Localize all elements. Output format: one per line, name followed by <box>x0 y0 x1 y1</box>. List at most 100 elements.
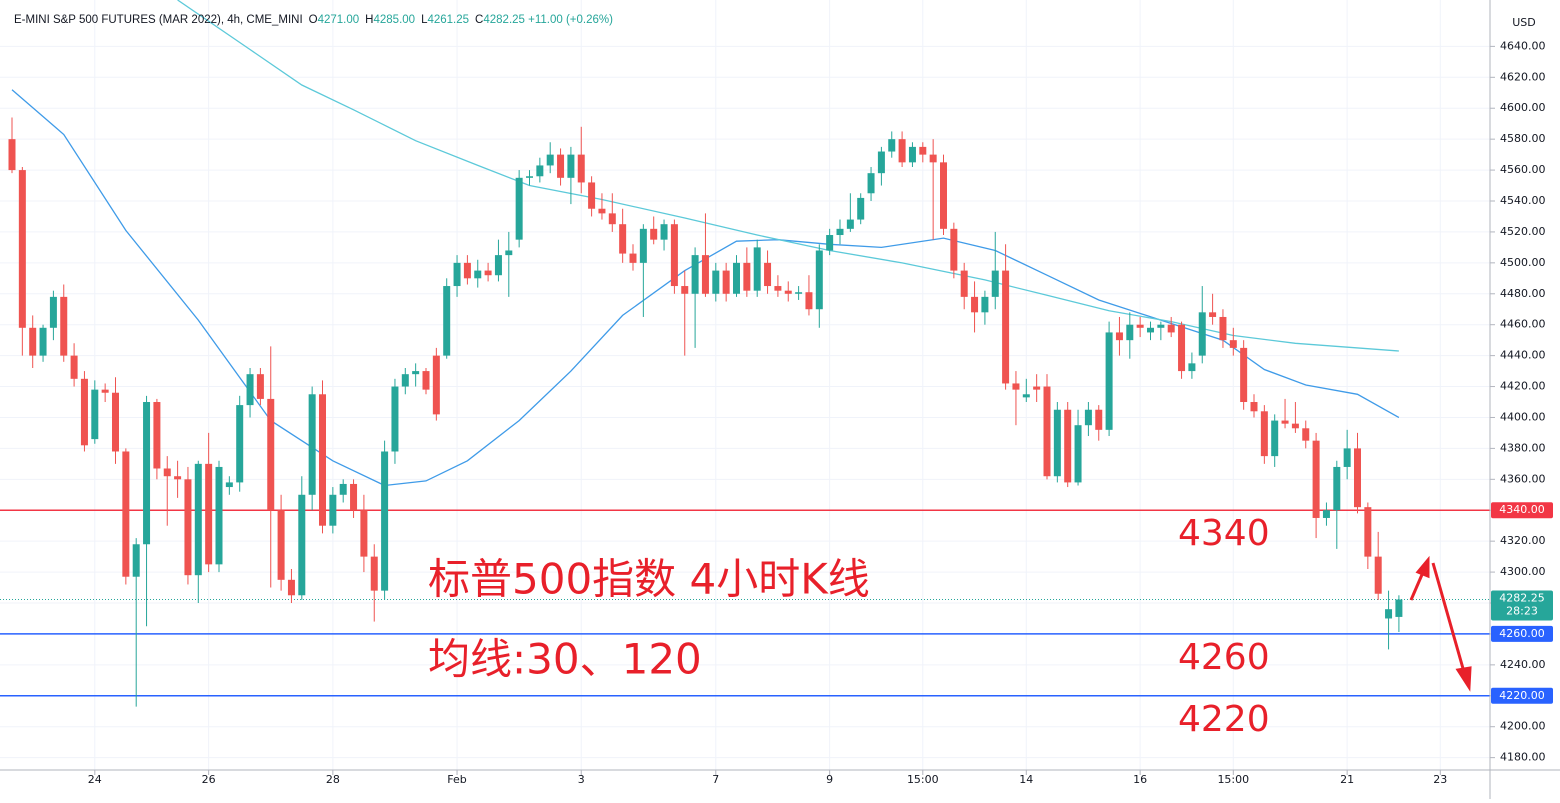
x-tick-label: Feb <box>447 773 466 786</box>
candle-body <box>1322 510 1330 518</box>
candle-body <box>784 290 792 294</box>
candle-body <box>815 250 823 310</box>
candle-body <box>908 146 916 163</box>
x-tick-label: 7 <box>712 773 719 786</box>
candle-body <box>1385 609 1393 619</box>
candle-body <box>18 170 26 328</box>
candle-body <box>753 247 761 291</box>
candle-body <box>1333 466 1341 511</box>
candle-body <box>80 378 88 446</box>
candle-body <box>877 151 885 174</box>
ohlc-key: L <box>421 14 428 26</box>
candle-body <box>950 228 958 271</box>
y-tick-label: 4380.00 <box>1500 441 1546 454</box>
y-tick-label: 4400.00 <box>1500 410 1546 423</box>
candle-body <box>557 154 565 178</box>
ohlc-value: 4261.25 <box>427 14 470 26</box>
candle-body <box>443 286 451 356</box>
y-tick-label: 4440.00 <box>1500 349 1546 362</box>
candle-body <box>205 463 213 565</box>
candle-body <box>1147 327 1154 333</box>
x-tick-label: 26 <box>202 773 216 786</box>
y-tick-label: 4240.00 <box>1500 658 1546 671</box>
candle-body <box>1167 324 1175 333</box>
candle-body <box>888 139 896 152</box>
candle-body <box>1043 386 1051 477</box>
ohlc-key: H <box>365 14 374 26</box>
level-label: 4220.00 <box>1499 689 1545 702</box>
y-tick-label: 4600.00 <box>1500 101 1546 114</box>
countdown-label: 28:23 <box>1506 605 1538 618</box>
candle-body <box>774 286 782 291</box>
candle-body <box>308 394 316 495</box>
candle-body <box>733 262 740 294</box>
level-annotation: 4340 <box>1178 513 1270 554</box>
level-label: 4340.00 <box>1499 503 1545 516</box>
candle-body <box>629 253 637 263</box>
candle-body <box>360 510 368 557</box>
y-tick-label: 4500.00 <box>1500 256 1546 269</box>
change: +11.00 (+0.26%) <box>528 14 613 26</box>
y-tick-label: 4540.00 <box>1500 194 1546 207</box>
candle-body <box>598 208 606 214</box>
candle-body <box>1126 324 1134 341</box>
x-tick-label: 14 <box>1019 773 1033 786</box>
level-label-box <box>1491 502 1553 519</box>
candle-body <box>484 270 492 276</box>
candle-body <box>350 483 358 511</box>
x-tick-label: 24 <box>88 773 102 786</box>
candle-body <box>1178 324 1186 372</box>
candle-body <box>1033 386 1041 390</box>
ohlc-key: O <box>308 14 318 26</box>
y-tick-label: 4620.00 <box>1500 70 1546 83</box>
x-tick-label: 16 <box>1133 773 1147 786</box>
symbol: E-MINI S&P 500 FUTURES (MAR 2022), 4h, C… <box>14 14 303 26</box>
candle-body <box>287 579 295 596</box>
candle-body <box>764 262 772 287</box>
candle-body <box>515 177 523 240</box>
x-tick-label: 3 <box>578 773 585 786</box>
axes: 4180.004200.004220.004240.004260.004280.… <box>88 39 1553 786</box>
candle-body <box>494 255 502 276</box>
candle-body <box>1364 507 1372 557</box>
candle-body <box>981 296 989 313</box>
candle-body <box>1312 440 1320 518</box>
candle-body <box>370 556 378 591</box>
candle-body <box>588 182 596 209</box>
candle-body <box>174 476 182 480</box>
candle-body <box>422 371 430 390</box>
candle-body <box>463 262 471 279</box>
candle-body <box>49 296 57 328</box>
candle-body <box>319 394 326 526</box>
candle-body <box>60 296 68 356</box>
candle-body <box>681 286 689 294</box>
candle-body <box>960 270 968 297</box>
candle-body <box>8 139 16 171</box>
currency-label: USD <box>1512 16 1536 29</box>
candle-body <box>1074 425 1082 483</box>
y-tick-label: 4480.00 <box>1500 287 1546 300</box>
y-tick-label: 4560.00 <box>1500 163 1546 176</box>
y-tick-label: 4300.00 <box>1500 565 1546 578</box>
candle-body <box>329 494 337 526</box>
candle-body <box>101 389 109 393</box>
candle-body <box>670 224 678 287</box>
candle-body <box>691 255 699 294</box>
candle-body <box>1260 411 1268 457</box>
candle-body <box>1012 383 1020 390</box>
candle-body <box>940 162 947 229</box>
y-tick-label: 4640.00 <box>1500 39 1546 52</box>
candle-body <box>867 173 875 194</box>
candle-body <box>277 510 285 580</box>
y-tick-label: 4520.00 <box>1500 225 1546 238</box>
arrow-down <box>1431 562 1466 673</box>
y-tick-label: 4580.00 <box>1500 132 1546 145</box>
level-label-box <box>1491 625 1553 642</box>
candle-body <box>132 544 140 577</box>
x-tick-label: 9 <box>826 773 833 786</box>
level-annotation: 4220 <box>1178 699 1270 740</box>
candle-body <box>112 392 119 452</box>
level-annotation: 4260 <box>1178 637 1270 678</box>
